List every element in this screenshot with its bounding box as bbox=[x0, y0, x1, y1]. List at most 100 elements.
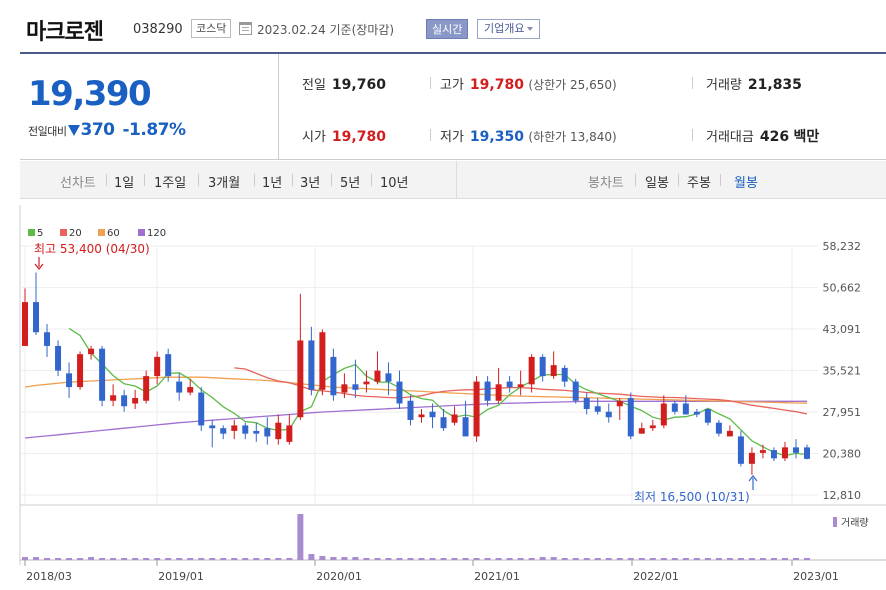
volume-bar bbox=[671, 558, 678, 560]
low-annotation: 최저 16,500 (10/31) bbox=[634, 490, 750, 504]
candle-body bbox=[363, 381, 370, 385]
prev-label: 전일 bbox=[302, 78, 326, 93]
volume-bar bbox=[22, 557, 28, 560]
volume-bar bbox=[451, 558, 458, 560]
volume-bar bbox=[462, 558, 469, 560]
volume-bar bbox=[44, 558, 51, 560]
legend-label: 120 bbox=[147, 228, 167, 239]
divider bbox=[692, 77, 693, 89]
candle-body bbox=[473, 381, 480, 437]
low-label: 저가 bbox=[440, 130, 464, 145]
tab-5year[interactable]: 5년 bbox=[340, 176, 361, 191]
volume-bar bbox=[473, 558, 480, 560]
volume-bar bbox=[33, 557, 40, 560]
volume-bar bbox=[374, 558, 381, 560]
tab-daily[interactable]: 일봉 bbox=[645, 176, 669, 191]
volume-bar bbox=[242, 558, 249, 560]
candle-body bbox=[33, 302, 40, 333]
tab-1day[interactable]: 1일 bbox=[114, 176, 135, 191]
lower-limit: (하한가 13,840) bbox=[528, 130, 617, 144]
company-overview-label: 기업개요 bbox=[484, 22, 525, 35]
y-tick-label: 35,521 bbox=[823, 365, 862, 378]
volume-bar bbox=[539, 557, 546, 560]
tab-10year[interactable]: 10년 bbox=[380, 176, 409, 191]
tab-1year[interactable]: 1년 bbox=[262, 176, 283, 191]
divider bbox=[198, 174, 199, 186]
volume-bar bbox=[517, 558, 524, 560]
candlestick-chart: 58,232 50,662 43,091 35,521 27,951 20,380 12,8… bbox=[19, 205, 886, 583]
tab-3year[interactable]: 3년 bbox=[300, 176, 321, 191]
current-price: 19,390 bbox=[28, 74, 152, 114]
volume-bar bbox=[429, 558, 436, 560]
trade-amount: 거래대금 426 백만 bbox=[706, 126, 819, 146]
volume-bar bbox=[363, 558, 370, 560]
volume-bar bbox=[781, 558, 788, 560]
candle-body bbox=[693, 411, 700, 415]
volume-bar bbox=[330, 557, 337, 560]
candle-body bbox=[330, 356, 337, 396]
tab-3month[interactable]: 3개월 bbox=[208, 176, 241, 191]
candle-body bbox=[528, 356, 535, 385]
prev-close: 전일 19,760 bbox=[302, 74, 386, 93]
y-tick-label: 50,662 bbox=[823, 282, 862, 295]
x-tick-label: 2020/01 bbox=[316, 570, 362, 583]
divider bbox=[635, 174, 636, 186]
high-label: 고가 bbox=[440, 78, 464, 93]
volume-bar bbox=[528, 558, 535, 560]
candle-body bbox=[517, 384, 524, 388]
candle-body bbox=[605, 411, 612, 418]
candle-body bbox=[99, 348, 106, 401]
candle-body bbox=[715, 422, 722, 434]
realtime-button[interactable]: 실시간 bbox=[426, 19, 469, 39]
x-tick-label: 2021/01 bbox=[474, 570, 520, 583]
volume-bar bbox=[297, 514, 304, 560]
chevron-down-icon bbox=[527, 27, 534, 31]
candle-body bbox=[737, 436, 744, 464]
divider bbox=[331, 174, 332, 186]
low-price: 저가 19,350 (하한가 13,840) bbox=[440, 126, 617, 145]
volume-legend-label: 거래량 bbox=[841, 517, 869, 529]
divider bbox=[371, 174, 372, 186]
low-arrow-head bbox=[748, 475, 758, 482]
volume-bar bbox=[220, 558, 227, 560]
stock-header: 마크로젠 038290 코스닥 2023.02.24 기준(장마감) 실시간 기… bbox=[0, 0, 886, 52]
volume-bar bbox=[308, 554, 315, 560]
candle-body bbox=[264, 428, 271, 437]
base-date: 2023.02.24 기준(장마감) bbox=[257, 23, 395, 37]
volume-bar bbox=[132, 558, 139, 560]
candle-body bbox=[396, 381, 403, 404]
divider bbox=[456, 161, 457, 199]
candle-body bbox=[429, 411, 436, 418]
tab-monthly[interactable]: 월봉 bbox=[734, 176, 758, 191]
high-arrow-head bbox=[34, 263, 44, 270]
candle-body bbox=[495, 384, 502, 401]
candle-body bbox=[231, 425, 238, 431]
volume-bar bbox=[198, 558, 205, 560]
calendar-icon bbox=[239, 22, 252, 35]
divider bbox=[678, 174, 679, 186]
candle-body bbox=[484, 381, 491, 401]
volume: 거래량 21,835 bbox=[706, 74, 802, 93]
ma120-line bbox=[24, 400, 807, 439]
x-tick-label: 2022/01 bbox=[633, 570, 679, 583]
tab-weekly[interactable]: 주봉 bbox=[687, 176, 711, 191]
tab-1week[interactable]: 1주일 bbox=[154, 176, 187, 191]
y-tick-label: 20,380 bbox=[823, 448, 862, 461]
candle-body bbox=[198, 392, 205, 426]
volume-bar bbox=[352, 557, 359, 560]
high-price: 고가 19,780 (상한가 25,650) bbox=[440, 74, 617, 93]
x-tick-label: 2023/01 bbox=[793, 570, 839, 583]
candle-body bbox=[759, 450, 766, 453]
volume-bar bbox=[748, 558, 755, 560]
volume-bar bbox=[594, 558, 601, 560]
candle-body bbox=[143, 376, 150, 401]
candle-body bbox=[671, 403, 678, 412]
candle-body bbox=[638, 428, 645, 434]
volume-bar bbox=[319, 556, 326, 560]
volume-bar bbox=[264, 558, 271, 560]
open-label: 시가 bbox=[302, 130, 326, 145]
candle-chart-label: 봉차트 bbox=[588, 176, 624, 191]
candle-body bbox=[220, 428, 227, 434]
candle-body bbox=[770, 450, 777, 459]
company-overview-button[interactable]: 기업개요 bbox=[477, 19, 541, 39]
